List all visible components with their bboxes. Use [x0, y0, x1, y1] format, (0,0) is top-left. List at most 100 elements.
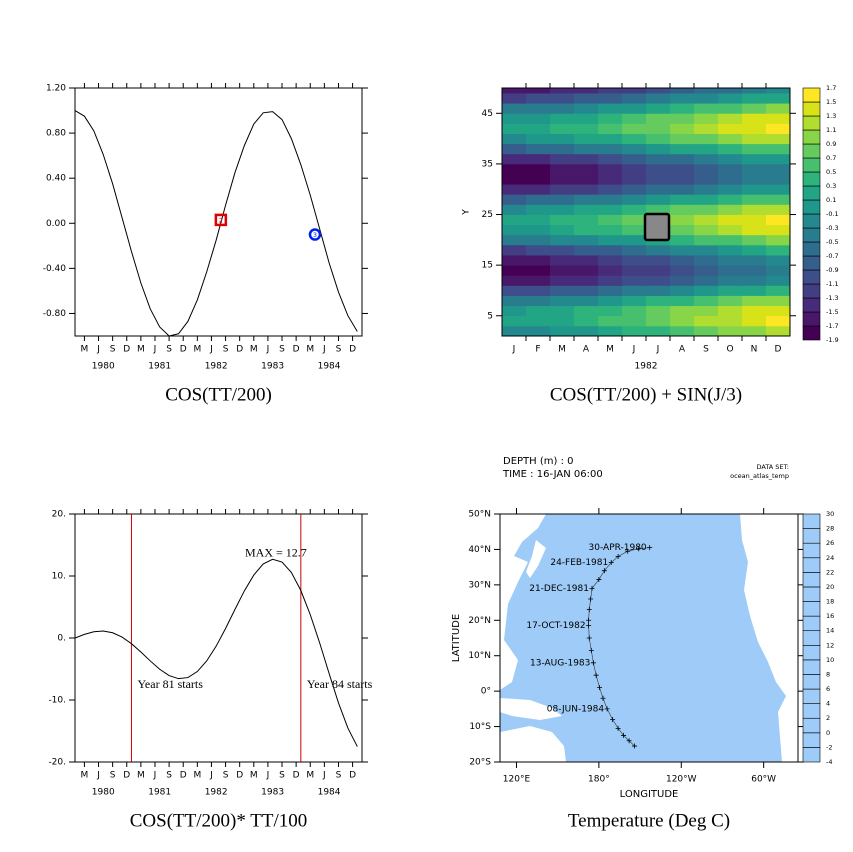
heatmap-cell [574, 244, 599, 256]
colorbar-box [802, 557, 821, 573]
reference-label: Year 84 starts [307, 677, 373, 691]
heatmap-cell [646, 204, 671, 215]
colorbar-label: 28 [826, 525, 834, 533]
heatmap-cell [598, 214, 623, 226]
track-label: 08-JUN-1984 [547, 704, 605, 714]
colorbar-label: -1.9 [826, 336, 839, 344]
track-point [586, 635, 592, 641]
heatmap-cell [598, 113, 623, 124]
track-point [588, 596, 594, 602]
heatmap-cell [718, 234, 743, 246]
heatmap-cell [622, 184, 647, 195]
colorbar-box [802, 674, 821, 690]
y-tick-label: 10°S [469, 722, 491, 732]
heatmap-cell [694, 103, 719, 114]
track-point [593, 672, 599, 678]
heatmap-cell [670, 315, 695, 327]
track-point [604, 706, 610, 712]
heatmap-cell [742, 133, 767, 145]
colorbar-label: -0.7 [826, 252, 839, 260]
heatmap-cell [646, 113, 671, 124]
heatmap-cell [694, 113, 719, 124]
heatmap-cell [550, 163, 575, 175]
heatmap-cell [694, 275, 719, 286]
heatmap-cell [646, 133, 671, 145]
heatmap-cell [766, 133, 790, 145]
heatmap-cell [622, 143, 647, 155]
y-tick-label: -20. [48, 758, 66, 768]
heatmap-cell [670, 295, 695, 307]
colorbar-box [802, 717, 821, 734]
x-tick-label: D [349, 345, 356, 355]
colorbar-box [802, 688, 821, 704]
colorbar-label: 14 [826, 627, 834, 635]
heatmap-cell [622, 315, 647, 327]
year-label: 1982 [205, 362, 228, 372]
heatmap-cell [598, 244, 623, 256]
heatmap-cell [622, 295, 647, 307]
heatmap-cell [766, 315, 790, 327]
y-tick-label: -0.80 [43, 309, 67, 319]
heatmap-cell [742, 184, 767, 195]
heatmap-cell [742, 315, 767, 327]
heatmap-cell [574, 305, 599, 317]
colorbar-label: -1.3 [826, 294, 839, 302]
heatmap-cell [550, 194, 575, 205]
heatmap-cell [550, 93, 575, 104]
x-tick-label: S [703, 345, 709, 355]
x-tick-label: D [180, 771, 187, 781]
heatmap-cell [766, 123, 790, 134]
land-islands [500, 698, 562, 720]
heatmap-cell [766, 214, 790, 226]
x-tick-label: F [535, 345, 540, 355]
colorbar-box [802, 255, 821, 271]
land-islands-east [758, 514, 772, 548]
x-tick-label: M [137, 771, 145, 781]
heatmap-cell [742, 88, 767, 94]
heatmap-cell [550, 113, 575, 124]
colorbar-label: 18 [826, 598, 834, 606]
x-tick-label: D [293, 345, 300, 355]
heatmap-cell [622, 113, 647, 124]
colorbar-box [802, 325, 821, 341]
heatmap-cell [742, 153, 767, 165]
heatmap-cell [670, 93, 695, 104]
colorbar-label: 6 [826, 685, 830, 693]
heatmap-cell [550, 295, 575, 307]
heatmap-cell [670, 224, 695, 236]
y-tick-label: 0.00 [46, 219, 66, 229]
heatmap-cell [742, 224, 767, 236]
heatmap-cell [766, 204, 790, 215]
heatmap-cell [670, 214, 695, 226]
heatmap-cell [718, 285, 743, 296]
colorbar-box [802, 227, 821, 243]
heatmap-cell [742, 255, 767, 266]
track-label: 24-FEB-1981 [550, 558, 608, 568]
heatmap-cell [526, 255, 551, 266]
heatmap-cell [598, 204, 623, 215]
track-label: 30-APR-1980 [589, 543, 647, 553]
colorbar-label: 26 [826, 539, 834, 547]
heatmap-cell [574, 93, 599, 104]
heatmap-cell [550, 174, 575, 185]
colorbar-label: 8 [826, 670, 830, 678]
colorbar-label: -0.1 [826, 210, 839, 218]
year-label: 1980 [92, 788, 115, 798]
heatmap-cell [598, 123, 623, 134]
panel-title: COS(TT/200) [165, 384, 272, 405]
colorbar-label: 1.5 [826, 98, 836, 106]
heatmap-cell [718, 295, 743, 307]
land-australia [500, 726, 566, 762]
x-tick-label: M [193, 771, 201, 781]
heatmap-cell [718, 305, 743, 317]
colorbar-label: 4 [826, 700, 830, 708]
y-tick-label: 40°N [468, 545, 491, 555]
y-axis-label: Y [462, 209, 472, 216]
heatmap-cell [502, 285, 527, 296]
x-tick-label: M [306, 345, 314, 355]
x-tick-label: D [123, 345, 130, 355]
colorbar-label: 1.1 [826, 126, 836, 134]
heatmap-cell [574, 315, 599, 327]
heatmap-cell [598, 285, 623, 296]
